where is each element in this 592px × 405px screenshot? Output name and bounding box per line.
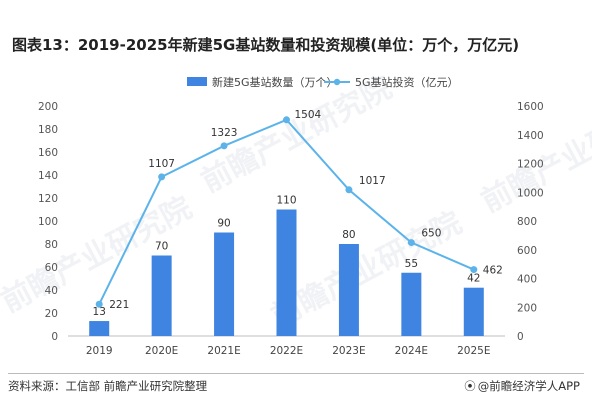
x-tick-label: 2024E (395, 345, 428, 357)
y-left-tick-label: 140 (38, 170, 58, 182)
line-value-label: 1504 (295, 109, 322, 121)
line-value-label: 1107 (148, 158, 175, 170)
footer-divider (8, 373, 584, 374)
bar (338, 244, 359, 336)
y-right-tick-label: 200 (517, 302, 537, 314)
bar (151, 255, 172, 336)
line-point (345, 186, 353, 194)
line-point (470, 266, 478, 274)
line-point (283, 116, 290, 124)
source-note: 资料来源：工信部 前瞻产业研究院整理 (8, 379, 208, 393)
bar (463, 287, 484, 336)
y-left-tick-label: 0 (51, 331, 58, 343)
line-point (158, 173, 166, 181)
line-value-label: 462 (483, 265, 503, 277)
y-right-tick-label: 1600 (517, 101, 544, 113)
y-left-tick-label: 180 (38, 124, 58, 136)
y-right-tick-label: 0 (517, 331, 524, 343)
bar-value-label: 80 (342, 229, 355, 241)
bar-value-label: 13 (93, 306, 106, 318)
y-left-tick-label: 200 (38, 101, 58, 113)
line-value-label: 221 (109, 299, 129, 311)
bar-value-label: 55 (405, 258, 418, 270)
x-tick-label: 2025E (457, 345, 490, 357)
bar (401, 272, 422, 336)
line-value-label: 650 (421, 228, 441, 240)
bar-value-label: 90 (217, 218, 230, 230)
bar (89, 321, 110, 336)
x-tick-label: 2022E (270, 345, 303, 357)
legend-bar-swatch (187, 77, 207, 86)
line-point (407, 239, 415, 247)
y-left-tick-label: 40 (45, 285, 58, 297)
legend-line-label: 5G基站投资（亿元） (355, 75, 459, 89)
bird-logo-icon: ⦿ (464, 379, 476, 393)
y-right-tick-label: 400 (517, 274, 537, 286)
bar-value-label: 110 (276, 195, 296, 207)
y-left-tick-label: 60 (45, 262, 58, 274)
y-left-tick-label: 20 (45, 308, 58, 320)
line-point (220, 142, 228, 150)
y-right-tick-label: 1000 (517, 187, 544, 199)
x-tick-label: 2020E (145, 345, 178, 357)
bar-value-label: 42 (467, 273, 480, 285)
x-tick-label: 2023E (332, 345, 365, 357)
line-point (95, 300, 103, 308)
legend-line-marker (333, 78, 341, 86)
line-value-label: 1017 (359, 175, 386, 187)
brand-credit: ⦿ @前瞻经济学人APP (464, 378, 580, 394)
y-left-tick-label: 120 (38, 193, 58, 205)
y-right-tick-label: 800 (517, 216, 537, 228)
y-left-tick-label: 80 (45, 239, 58, 251)
line-value-label: 1323 (211, 127, 238, 139)
brand-text: @前瞻经济学人APP (477, 379, 580, 393)
legend-bar-label: 新建5G基站数量（万个） (212, 75, 338, 89)
y-left-tick-label: 160 (38, 147, 58, 159)
y-right-tick-label: 1400 (517, 130, 544, 142)
x-tick-label: 2019 (86, 345, 113, 357)
y-right-tick-label: 600 (517, 245, 537, 257)
chart-title: 图表13：2019-2025年新建5G基站数量和投资规模(单位：万个，万亿元) (12, 36, 520, 54)
y-right-tick-label: 1200 (517, 159, 544, 171)
y-left-tick-label: 100 (38, 216, 58, 228)
bar (276, 209, 297, 336)
bar-value-label: 70 (155, 241, 168, 253)
chart: 新建5G基站数量（万个） 5G基站投资（亿元） 0 20 40 60 80 100 120 140… (38, 75, 544, 357)
bar (214, 232, 235, 336)
x-tick-label: 2021E (207, 345, 240, 357)
